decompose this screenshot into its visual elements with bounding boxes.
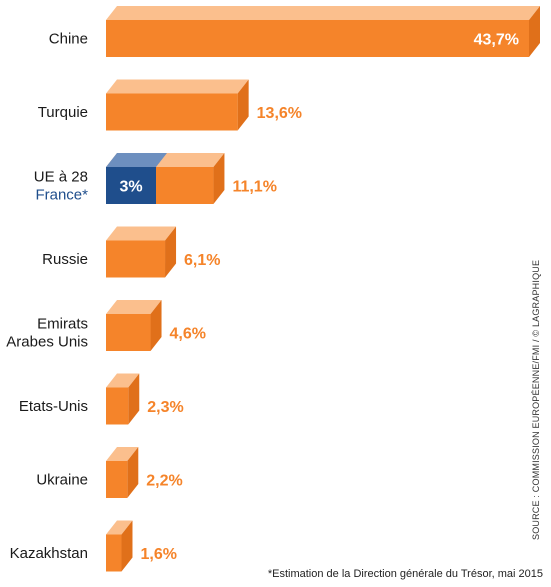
category-label-chine: Chine	[49, 31, 88, 48]
bar-top-kazakhstan	[106, 520, 133, 535]
category-label-etats-unis: Etats-Unis	[19, 398, 88, 415]
sub-bar-top	[106, 153, 167, 167]
footnote: *Estimation de la Direction générale du …	[267, 568, 543, 580]
sub-bar	[106, 167, 156, 204]
bar-side-etats-unis	[128, 373, 140, 425]
bar-side-kazakhstan	[121, 520, 133, 572]
source-note: SOURCE : COMMISSION EUROPÉENNE/FMI / © L…	[531, 259, 541, 540]
category-label-russie: Russie	[42, 251, 88, 268]
bar-chine	[106, 20, 529, 57]
value-label-chine: 43,7%	[474, 32, 519, 49]
category-label-kazakhstan: Kazakhstan	[10, 545, 88, 562]
bar-russie	[106, 240, 166, 278]
value-label-ukraine: 2,2%	[146, 473, 182, 490]
bar-turquie	[106, 93, 238, 131]
category-label-emirats-arabes-unis-1: Emirats	[37, 316, 88, 333]
bar-top-ukraine	[106, 447, 139, 461]
value-label-ue-28: 11,1%	[232, 179, 276, 196]
value-label-russie: 6,1%	[184, 252, 220, 269]
value-label-kazakhstan: 1,6%	[140, 546, 176, 563]
bar-kazakhstan	[106, 534, 122, 572]
category-label-turquie: Turquie	[38, 104, 88, 121]
sub-category-label: France*	[35, 187, 88, 204]
bar-side-emirats-arabes-unis	[150, 300, 162, 351]
bar-top-emirats-arabes-unis	[106, 300, 162, 314]
bar-side-ukraine	[127, 447, 139, 498]
sub-bar-value-label: 3%	[119, 179, 142, 196]
bar-top-russie	[106, 226, 177, 241]
category-label-ukraine: Ukraine	[36, 472, 88, 489]
bar-ukraine	[106, 461, 128, 498]
category-label-emirats-arabes-unis-2: Arabes Unis	[6, 334, 88, 351]
value-label-turquie: 13,6%	[257, 105, 302, 122]
category-label-ue-28-1: UE à 28	[34, 169, 88, 186]
bar-etats-unis	[106, 387, 129, 425]
bar-top-chine	[106, 6, 540, 20]
bar-top-turquie	[106, 79, 249, 94]
bar-emirats-arabes-unis	[106, 314, 151, 351]
bar-top-etats-unis	[106, 373, 140, 388]
value-label-etats-unis: 2,3%	[147, 399, 183, 416]
bar-side-russie	[165, 226, 177, 278]
bar-side-ue-28	[213, 153, 225, 204]
bar-side-turquie	[237, 79, 249, 131]
bar-side-chine	[529, 6, 540, 57]
value-label-emirats-arabes-unis: 4,6%	[170, 326, 206, 343]
